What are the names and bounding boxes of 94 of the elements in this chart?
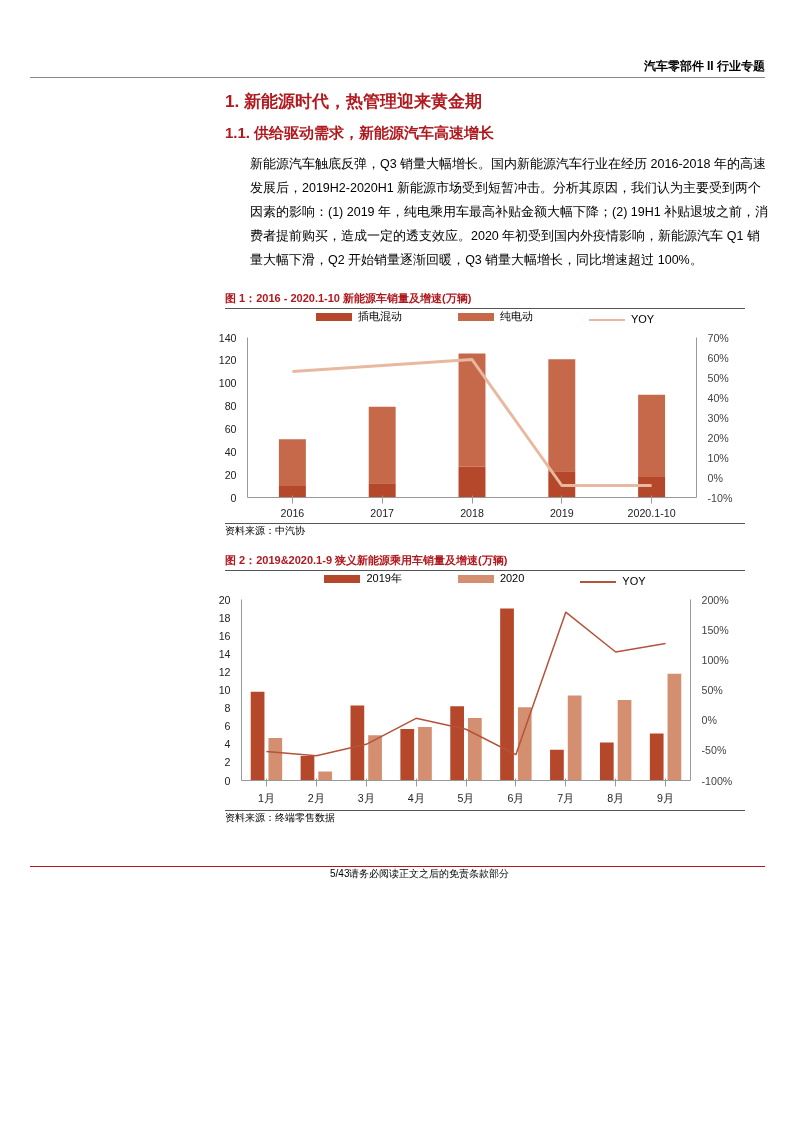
- y-tick-label: 100: [218, 377, 237, 390]
- x-tick-label: 2020.1-10: [627, 506, 676, 519]
- bar: [350, 705, 365, 781]
- x-tick-label: 2019: [549, 506, 574, 519]
- y-tick-label: 120: [218, 354, 237, 367]
- chart-title: 图 1：2016 - 2020.1-10 新能源车销量及增速(万辆): [225, 291, 472, 306]
- text: 汽车零部件 II 行业专题: [643, 58, 765, 75]
- bar: [468, 718, 482, 781]
- x-tick-label: 2017: [370, 506, 395, 519]
- bar: [548, 359, 576, 472]
- chart-title: 图 2：2019&2020.1-9 狭义新能源乘用车销量及增速(万辆): [225, 553, 508, 568]
- bar: [638, 476, 666, 498]
- bar: [550, 749, 564, 781]
- y-tick-label: 60: [224, 422, 237, 435]
- line-series: [290, 358, 654, 487]
- y2-tick-label: 30%: [707, 411, 730, 424]
- bar: [268, 737, 283, 781]
- text: 资料来源：中汽协: [225, 524, 305, 538]
- x-tick-label: 8月: [607, 791, 625, 804]
- legend-label: 2020: [499, 571, 525, 586]
- bar: [300, 756, 315, 781]
- bar: [599, 742, 614, 781]
- x-tick-label: 5月: [457, 791, 475, 804]
- y-tick-label: 0: [224, 774, 231, 787]
- bar: [649, 733, 664, 781]
- bar: [368, 735, 382, 781]
- legend-label: 纯电动: [499, 309, 533, 324]
- bar: [500, 608, 514, 781]
- text: 资料来源：终端零售数据: [225, 811, 335, 825]
- legend-label: YOY: [622, 574, 646, 589]
- bar: [318, 771, 333, 781]
- y-tick-label: 8: [224, 702, 231, 715]
- bar: [400, 728, 415, 781]
- x-tick-label: 2月: [307, 791, 325, 804]
- y2-tick-label: 40%: [707, 391, 730, 404]
- y-tick-label: 4: [224, 738, 231, 751]
- y2-tick-label: -50%: [701, 744, 727, 757]
- text: 请务必阅读正文之后的免责条款部分: [349, 868, 510, 879]
- y-tick-label: 40: [224, 445, 237, 458]
- y-tick-label: 10: [218, 684, 231, 696]
- y-tick-label: 16: [218, 629, 231, 642]
- y2-tick-label: 0%: [701, 714, 718, 727]
- y-tick-label: 6: [224, 720, 231, 733]
- x-tick-label: 2018: [460, 506, 484, 519]
- y2-tick-label: 200%: [701, 593, 730, 606]
- x-tick-label: 6月: [507, 791, 525, 804]
- bar: [458, 466, 486, 498]
- text: 新能源汽车触底反弹，Q3 销量大幅增长。国内新能源汽车行业在经历 2016-2018 年的高速发展后，2019H2-2020H1 新能源市场受到短暂冲击。分析其原因，我们认为主要受到两个因素的影响：(1) 2019 年，纯电乘用车最高补贴金额大幅下降；(2) 19H1 补贴退坡之前，消费者提前购买，造成一定的透支效应。2020 年初受到国内外疫情影响，新能源汽车 Q1 销量大幅下滑，Q2 开始销量逐渐回暖，Q3 销量大幅增长，同比增速超过 100%。: [250, 156, 770, 269]
- bar: [418, 727, 432, 781]
- bar: [368, 406, 396, 484]
- bar: [278, 439, 306, 487]
- y2-tick-label: 70%: [707, 331, 730, 344]
- y-tick-label: 0: [230, 491, 237, 504]
- x-tick-label: 9月: [657, 791, 675, 804]
- y2-tick-label: 20%: [707, 431, 730, 444]
- y-tick-label: 20: [224, 468, 237, 481]
- y2-tick-label: -10%: [707, 491, 733, 504]
- x-tick-label: 3月: [357, 791, 375, 804]
- legend-label: YOY: [630, 312, 655, 327]
- y2-tick-label: 50%: [701, 684, 724, 696]
- y-tick-label: 14: [218, 647, 231, 660]
- bar: [567, 695, 582, 781]
- text: 1. 新能源时代，热管理迎来黄金期: [225, 91, 482, 113]
- y2-tick-label: 60%: [707, 351, 730, 364]
- y2-tick-label: 50%: [707, 371, 730, 384]
- text: 1.1. 供给驱动需求，新能源汽车高速增长: [225, 123, 495, 143]
- bar: [250, 691, 265, 781]
- text: 5/43: [330, 868, 350, 879]
- y2-tick-label: 150%: [701, 623, 730, 636]
- legend-label: 插电混动: [357, 309, 402, 324]
- x-tick-label: 4月: [407, 791, 425, 804]
- bar: [368, 483, 396, 498]
- y2-tick-label: 0%: [707, 471, 724, 484]
- y2-tick-label: -100%: [701, 774, 733, 787]
- bar: [278, 486, 306, 498]
- line-series: [265, 611, 667, 757]
- y2-tick-label: 10%: [707, 451, 730, 464]
- y-tick-label: 12: [218, 665, 231, 678]
- bar: [617, 699, 632, 781]
- y-tick-label: 140: [218, 331, 237, 344]
- y-tick-label: 2: [224, 756, 231, 769]
- bar: [450, 706, 464, 781]
- bar: [517, 707, 532, 781]
- legend-label: 2019年: [366, 571, 402, 586]
- y2-tick-label: 100%: [701, 653, 730, 666]
- x-tick-label: 1月: [257, 791, 275, 804]
- bar: [638, 394, 666, 477]
- bar: [458, 353, 486, 467]
- x-tick-label: 2016: [280, 506, 305, 519]
- bar: [667, 673, 682, 781]
- y-tick-label: 18: [218, 611, 231, 624]
- y-tick-label: 20: [218, 593, 231, 606]
- x-tick-label: 7月: [557, 791, 575, 804]
- y-tick-label: 80: [224, 400, 237, 413]
